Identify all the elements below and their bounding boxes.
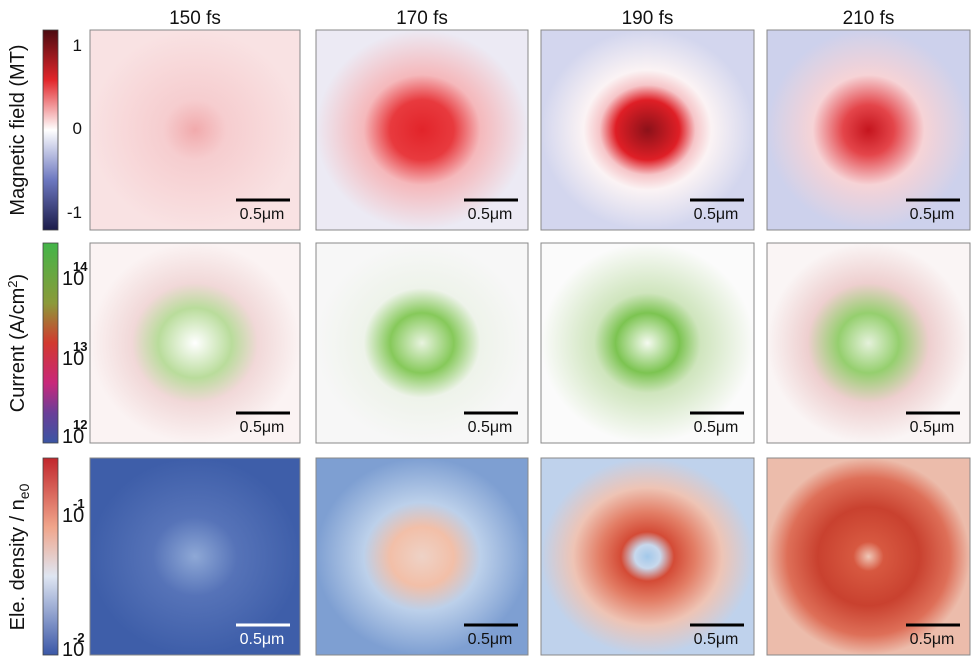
scale-bar-label: 0.5μm — [694, 419, 739, 436]
row-label-text: ) — [7, 274, 29, 281]
row-label-text: Ele. density / n — [7, 499, 29, 630]
scale-bar-label: 0.5μm — [240, 631, 285, 648]
colorbar-tick-exponent: -1 — [73, 496, 85, 511]
colorbar-tick-label: 0 — [73, 119, 82, 138]
row-label: Current (A/cm2) — [5, 274, 29, 412]
row-label-subscript: e0 — [16, 483, 32, 499]
row-label-superscript: 2 — [5, 280, 20, 287]
colorbar — [43, 30, 58, 230]
column-title: 150 fs — [169, 8, 221, 29]
colorbar — [43, 458, 58, 655]
column-title: 190 fs — [622, 8, 674, 29]
scale-bar-label: 0.5μm — [910, 631, 955, 648]
row-label: Ele. density / ne0 — [7, 483, 32, 630]
column-title: 210 fs — [843, 8, 895, 29]
scale-bar-label: 0.5μm — [468, 631, 513, 648]
colorbar-tick-label: 1 — [73, 36, 82, 55]
scale-bar-label: 0.5μm — [468, 419, 513, 436]
colorbar — [43, 243, 58, 443]
scale-bar-label: 0.5μm — [694, 631, 739, 648]
figure: 150 fs 170 fs 190 fs 210 fs 0.5μm 0.5μm 0.5μm 0… — [0, 0, 972, 661]
scale-bar-label: 0.5μm — [910, 206, 955, 223]
scale-bar-label: 0.5μm — [240, 419, 285, 436]
scale-bar-label: 0.5μm — [694, 206, 739, 223]
colorbar-tick-exponent: 13 — [73, 339, 87, 354]
scale-bar-label: 0.5μm — [910, 419, 955, 436]
scale-bar-label: 0.5μm — [468, 206, 513, 223]
colorbar-tick-exponent: 14 — [73, 259, 88, 274]
scale-bar-label: 0.5μm — [240, 206, 285, 223]
colorbar-tick-label: -1 — [67, 203, 82, 222]
column-title: 170 fs — [396, 8, 448, 29]
row-label-text: Current (A/cm — [7, 288, 29, 412]
colorbar-tick-exponent: 12 — [73, 417, 87, 432]
row-label: Magnetic field (MT) — [7, 44, 29, 215]
colorbar-tick-exponent: -2 — [73, 630, 85, 645]
